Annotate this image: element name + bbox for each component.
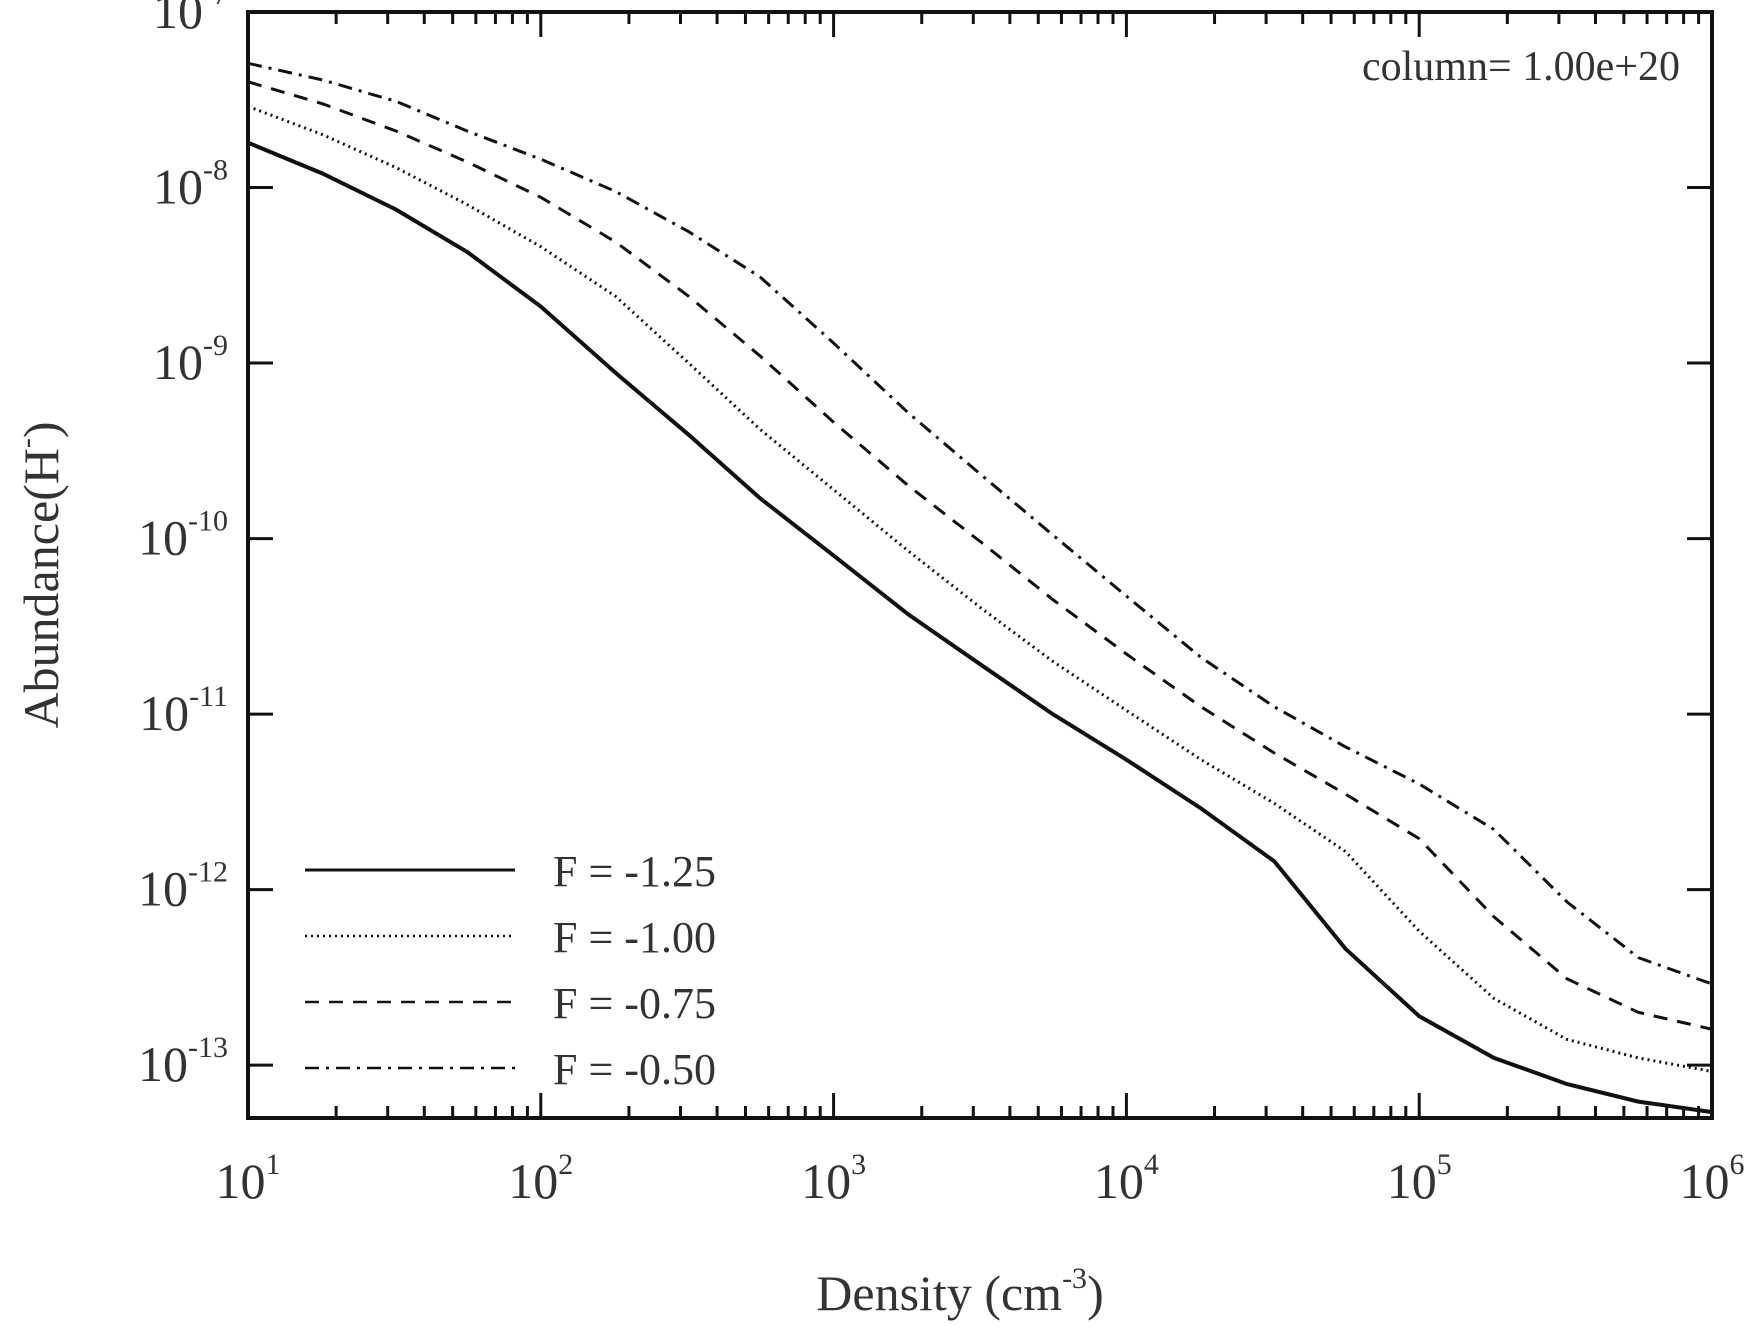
y-tick-label: 10-11: [139, 680, 228, 741]
y-tick-label: 10-9: [153, 329, 228, 390]
series-line-solid: [247, 140, 1713, 1115]
x-axis-title: Density (cm-3): [816, 1262, 1103, 1321]
x-tick-label: 106: [1680, 1148, 1745, 1209]
series-line-dashed: [247, 80, 1713, 1031]
series-line-dashdot: [247, 61, 1713, 986]
column-annotation: column= 1.00e+20: [1362, 44, 1680, 90]
x-tick-label: 102: [508, 1148, 573, 1209]
series-lines: [247, 61, 1713, 1115]
y-tick-label: 10-12: [138, 856, 228, 917]
legend: F = -1.25 F = -1.00 F = -0.75 F = -0.50: [305, 847, 716, 1094]
x-tick-labels: 101 102 103 104 105 106: [216, 1148, 1745, 1209]
x-tick-label: 101: [216, 1148, 281, 1209]
legend-label: F = -0.50: [553, 1045, 716, 1094]
y-tick-label: 10-13: [138, 1031, 228, 1092]
plot-frame: [246, 10, 1714, 1120]
y-tick-label: 10-7: [153, 0, 228, 39]
y-tick-label: 10-10: [138, 505, 228, 566]
legend-label: F = -1.25: [553, 847, 716, 896]
y-tick-labels: 10-7 10-8 10-9 10-10 10-11 10-12 10-13: [138, 0, 228, 1092]
x-tick-label: 103: [801, 1148, 866, 1209]
y-axis-title: Abundance(H-): [10, 421, 69, 728]
x-tick-label: 105: [1387, 1148, 1452, 1209]
y-tick-label: 10-8: [153, 154, 228, 215]
axis-ticks: [246, 10, 1714, 1118]
legend-label: F = -0.75: [553, 979, 716, 1028]
x-tick-label: 104: [1094, 1148, 1159, 1209]
legend-label: F = -1.00: [553, 913, 716, 962]
